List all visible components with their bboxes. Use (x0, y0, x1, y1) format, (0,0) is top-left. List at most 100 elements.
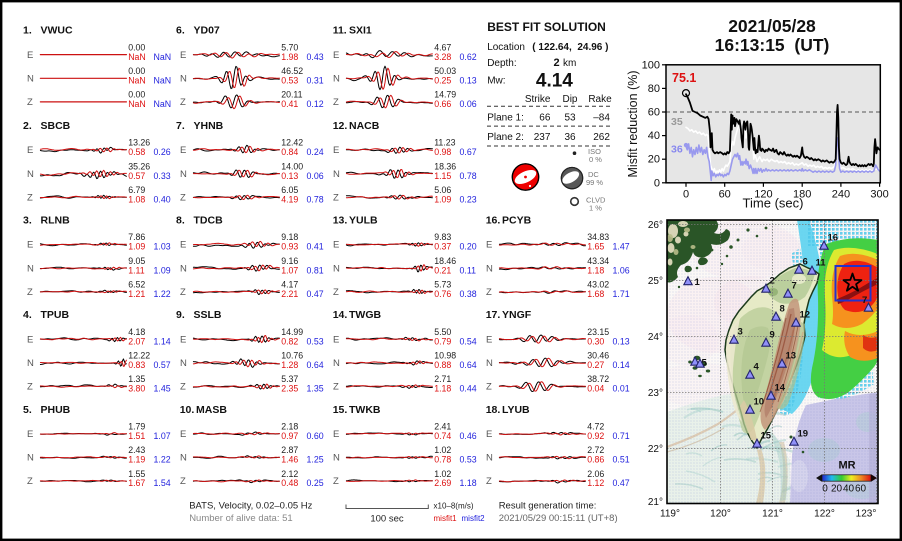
svg-text:0.53: 0.53 (460, 455, 477, 465)
svg-text:Z: Z (27, 476, 33, 487)
svg-text:1.68: 1.68 (587, 289, 604, 299)
svg-text:0.81: 0.81 (307, 265, 324, 275)
svg-text:50.03: 50.03 (434, 66, 456, 76)
svg-text:60: 60 (719, 188, 731, 200)
svg-text:18.: 18. (486, 404, 501, 416)
svg-text:0.30: 0.30 (587, 336, 604, 346)
svg-text:7: 7 (862, 295, 867, 306)
svg-text:6.52: 6.52 (128, 280, 145, 290)
svg-text:LYUB: LYUB (502, 404, 530, 416)
svg-text:14: 14 (775, 383, 786, 394)
svg-text:3.80: 3.80 (128, 384, 145, 394)
svg-text:30.46: 30.46 (587, 351, 609, 361)
svg-text:9: 9 (770, 330, 775, 341)
svg-text:0.92: 0.92 (587, 431, 604, 441)
svg-text:2.07: 2.07 (128, 336, 145, 346)
svg-text:BEST FIT SOLUTION: BEST FIT SOLUTION (487, 20, 606, 34)
svg-text:N: N (333, 358, 340, 369)
svg-text:46.52: 46.52 (281, 66, 303, 76)
svg-text:0 %: 0 % (589, 155, 602, 164)
svg-text:1.18: 1.18 (587, 265, 604, 275)
svg-text:43.34: 43.34 (587, 256, 609, 266)
svg-text:N: N (180, 358, 187, 369)
svg-text:E: E (333, 240, 339, 251)
svg-text:18.36: 18.36 (434, 161, 456, 171)
svg-text:75.1: 75.1 (672, 71, 696, 85)
svg-text:1.45: 1.45 (154, 384, 171, 394)
svg-text:1.46: 1.46 (281, 455, 298, 465)
svg-text:1.09: 1.09 (128, 242, 145, 252)
svg-text:SSLB: SSLB (194, 309, 222, 321)
svg-text:4.67: 4.67 (434, 42, 451, 52)
svg-text:0.26: 0.26 (154, 147, 171, 157)
svg-text:15.: 15. (333, 404, 348, 416)
svg-text:N: N (27, 358, 34, 369)
svg-text:6.79: 6.79 (128, 185, 145, 195)
svg-text:1.21: 1.21 (128, 289, 145, 299)
svg-text:300: 300 (870, 188, 888, 200)
svg-text:Z: Z (27, 287, 33, 298)
svg-text:0.62: 0.62 (460, 52, 477, 62)
svg-text:TDCB: TDCB (194, 215, 224, 227)
svg-text:Number of alive data: 51: Number of alive data: 51 (189, 513, 293, 524)
svg-text:Mw:: Mw: (487, 76, 505, 87)
svg-text:2.43: 2.43 (128, 445, 145, 455)
svg-text:240: 240 (832, 188, 850, 200)
svg-text:E: E (27, 50, 33, 61)
svg-text:237: 237 (534, 132, 551, 143)
svg-text:NACB: NACB (349, 120, 380, 132)
svg-text:0.93: 0.93 (281, 242, 298, 252)
svg-text:0.53: 0.53 (281, 76, 298, 86)
svg-text:4.: 4. (23, 309, 32, 321)
svg-text:4.18: 4.18 (128, 327, 145, 337)
svg-text:0.12: 0.12 (307, 99, 324, 109)
svg-text:1.55: 1.55 (128, 469, 145, 479)
svg-text:13: 13 (786, 351, 797, 362)
svg-text:Z: Z (486, 382, 492, 393)
svg-text:36: 36 (671, 144, 683, 156)
svg-text:0.48: 0.48 (281, 478, 298, 488)
svg-text:N: N (180, 74, 187, 85)
svg-text:7: 7 (792, 281, 797, 292)
svg-text:6.05: 6.05 (281, 185, 298, 195)
svg-text:1.: 1. (23, 25, 32, 37)
svg-text:0.78: 0.78 (434, 455, 451, 465)
svg-text:0.25: 0.25 (307, 478, 324, 488)
svg-text:0.27: 0.27 (587, 360, 604, 370)
svg-text:11.: 11. (333, 25, 347, 37)
svg-text:1.02: 1.02 (434, 469, 451, 479)
svg-text:0.13: 0.13 (460, 76, 477, 86)
svg-text:0.38: 0.38 (460, 289, 477, 299)
svg-text:N: N (486, 263, 493, 274)
svg-text:1.51: 1.51 (128, 431, 145, 441)
svg-text:3: 3 (738, 327, 743, 338)
svg-text:6.: 6. (176, 25, 185, 37)
svg-text:60: 60 (855, 484, 867, 495)
svg-text:0.67: 0.67 (460, 147, 477, 157)
svg-text:120: 120 (754, 188, 772, 200)
svg-text:E: E (180, 240, 186, 251)
svg-text:6: 6 (803, 257, 808, 268)
svg-text:Depth:: Depth: (487, 58, 516, 69)
svg-text:E: E (27, 240, 33, 251)
svg-text:0.13: 0.13 (281, 171, 298, 181)
svg-text:E: E (333, 50, 339, 61)
svg-text:10.76: 10.76 (281, 351, 303, 361)
svg-text:Z: Z (333, 382, 339, 393)
svg-text:4: 4 (754, 362, 760, 373)
svg-text:1.35: 1.35 (307, 384, 324, 394)
svg-text:24°: 24° (648, 332, 663, 343)
svg-text:20: 20 (831, 484, 843, 495)
svg-text:36: 36 (564, 132, 576, 143)
svg-text:1.28: 1.28 (281, 360, 298, 370)
svg-text:1.18: 1.18 (434, 384, 451, 394)
svg-text:12.42: 12.42 (281, 138, 303, 148)
svg-text:1.22: 1.22 (154, 455, 171, 465)
svg-text:0: 0 (654, 177, 660, 189)
svg-text:N: N (27, 169, 34, 180)
svg-text:N: N (27, 74, 34, 85)
svg-text:3.28: 3.28 (434, 52, 451, 62)
svg-text:Plane 1:: Plane 1: (487, 113, 524, 124)
svg-text:34.83: 34.83 (587, 232, 609, 242)
svg-text:123°: 123° (856, 509, 877, 520)
